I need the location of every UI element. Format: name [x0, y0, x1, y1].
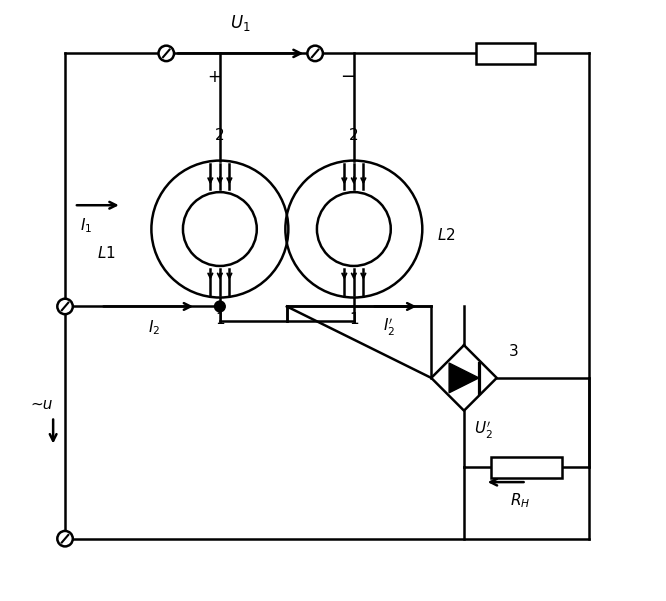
- Text: $R_H$: $R_H$: [510, 491, 531, 510]
- Text: $U_2'$: $U_2'$: [474, 419, 493, 441]
- Circle shape: [57, 299, 73, 314]
- Text: 2: 2: [215, 127, 224, 142]
- Circle shape: [214, 301, 225, 312]
- Text: $U_1$: $U_1$: [230, 13, 251, 32]
- Circle shape: [159, 46, 174, 61]
- Circle shape: [308, 46, 323, 61]
- Bar: [491, 457, 562, 478]
- Text: $L1$: $L1$: [97, 245, 116, 261]
- Text: 1: 1: [349, 313, 359, 328]
- Text: ~u: ~u: [31, 397, 53, 412]
- Text: +: +: [207, 68, 221, 86]
- Circle shape: [317, 192, 391, 266]
- Text: $I_2'$: $I_2'$: [384, 317, 396, 338]
- Polygon shape: [449, 363, 479, 393]
- Circle shape: [57, 531, 73, 546]
- Text: 3: 3: [509, 344, 518, 359]
- Circle shape: [151, 160, 288, 297]
- Circle shape: [183, 192, 257, 266]
- Text: 1: 1: [215, 313, 224, 328]
- Text: $I_2$: $I_2$: [149, 318, 161, 337]
- Text: $L2$: $L2$: [437, 227, 456, 243]
- Bar: [476, 43, 535, 64]
- Text: −: −: [340, 68, 356, 86]
- Text: 2: 2: [349, 127, 359, 142]
- Text: $I_1$: $I_1$: [80, 217, 92, 236]
- Circle shape: [285, 160, 422, 297]
